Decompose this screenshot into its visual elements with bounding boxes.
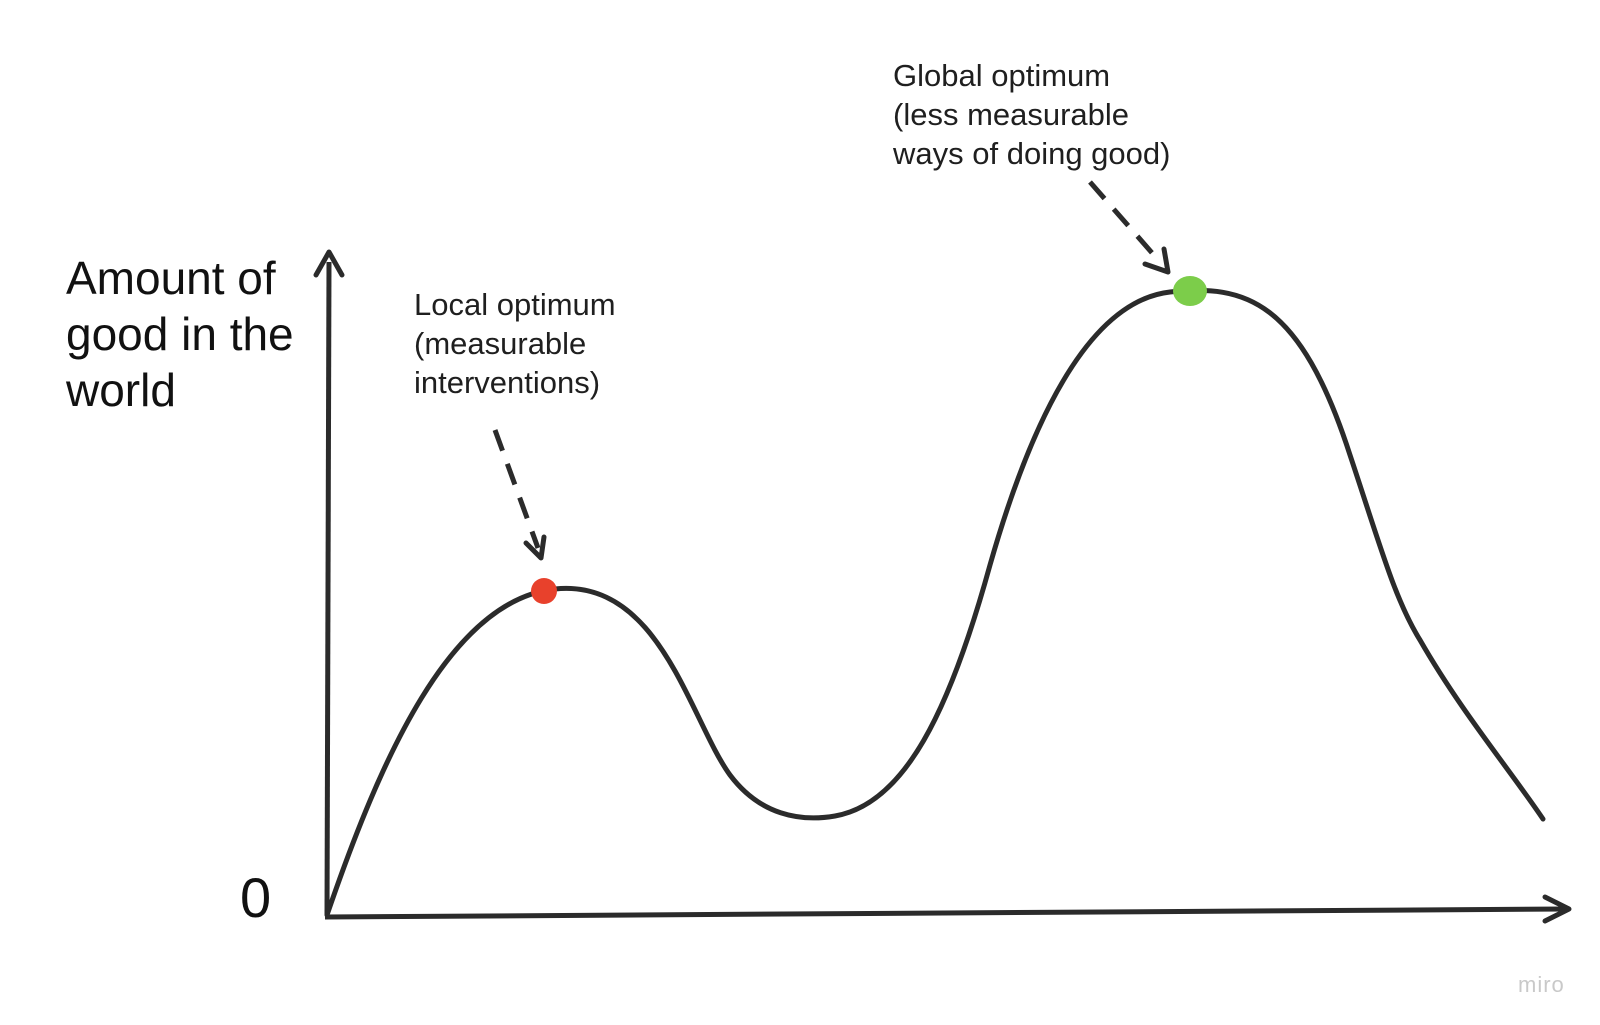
global-optimum-marker bbox=[1173, 276, 1207, 306]
local-optimum-annotation: Local optimum (measurable interventions) bbox=[414, 285, 616, 402]
x-axis bbox=[324, 906, 1566, 920]
y-axis-label: Amount of good in the world bbox=[66, 250, 294, 418]
origin-label: 0 bbox=[240, 866, 272, 929]
global-optimum-pointer-head bbox=[1142, 246, 1171, 275]
local-optimum-pointer bbox=[492, 429, 541, 549]
x-axis-arrowhead bbox=[1542, 894, 1572, 924]
global-optimum-annotation-line: Global optimum bbox=[893, 58, 1111, 93]
y-axis bbox=[324, 261, 332, 916]
y-axis-arrowhead bbox=[313, 249, 345, 278]
global-optimum-annotation: Global optimum (less measurable ways of … bbox=[893, 56, 1170, 173]
local-optimum-annotation-line: interventions) bbox=[414, 365, 601, 400]
local-optimum-pointer-head bbox=[523, 534, 547, 561]
local-optimum-annotation-line: Local optimum bbox=[414, 287, 616, 322]
local-optimum-annotation-line: (measurable bbox=[414, 326, 587, 361]
y-axis-label-line: world bbox=[66, 364, 176, 416]
miro-watermark: miro bbox=[1518, 972, 1565, 997]
global-optimum-pointer bbox=[1088, 180, 1162, 264]
global-optimum-annotation-line: ways of doing good) bbox=[893, 136, 1171, 171]
y-axis-label-line: good in the bbox=[66, 308, 294, 360]
good-curve bbox=[324, 287, 1546, 918]
local-optimum-marker bbox=[531, 578, 557, 604]
global-optimum-annotation-line: (less measurable bbox=[893, 97, 1130, 132]
y-axis-label-line: Amount of bbox=[66, 252, 276, 304]
